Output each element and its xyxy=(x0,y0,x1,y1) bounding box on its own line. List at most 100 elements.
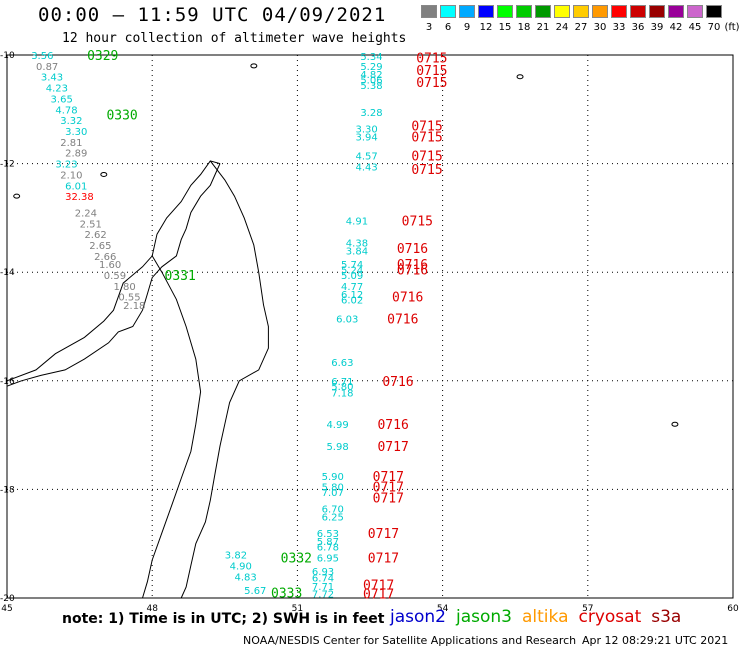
swh-value-label: 5.87 xyxy=(317,537,339,548)
swh-value-label: 5.06 xyxy=(360,75,382,86)
lon-tick-label: 48 xyxy=(146,604,158,614)
swh-value-label: 2.66 xyxy=(94,252,116,263)
generated-timestamp: Apr 12 08:29:21 UTC 2021 xyxy=(582,634,729,647)
legend-swatch xyxy=(649,5,665,18)
swh-value-label: 0.87 xyxy=(36,62,58,73)
swh-value-label: 5.90 xyxy=(322,472,344,483)
swh-value-label: 2.65 xyxy=(89,241,111,252)
swh-value-label: 2.10 xyxy=(60,170,82,181)
swh-value-label: 2.18 xyxy=(123,301,145,312)
swh-value-label: 6.12 xyxy=(341,290,363,301)
time-label: 0716 xyxy=(382,375,413,390)
satellite-name: jason2 xyxy=(390,607,446,627)
swh-value-label: 1.60 xyxy=(99,260,121,271)
swh-value-label: 2.89 xyxy=(65,149,87,160)
legend-swatch xyxy=(497,5,513,18)
swh-value-label: 5.67 xyxy=(244,586,266,597)
swh-value-label: 5.29 xyxy=(360,62,382,73)
legend-swatch xyxy=(535,5,551,18)
time-label: 0716 xyxy=(397,258,428,273)
swh-value-label: 5.98 xyxy=(326,442,348,453)
legend-label: 18 xyxy=(517,22,531,33)
legend-label: 27 xyxy=(574,22,588,33)
swh-value-label: 6.01 xyxy=(65,181,87,192)
legend-label: 70 xyxy=(707,22,721,33)
swh-value-label: 6.53 xyxy=(317,529,339,540)
madagascar-west-coast xyxy=(142,255,202,599)
swh-value-label: 5.38 xyxy=(360,81,382,92)
swh-value-label: 2.24 xyxy=(75,208,97,219)
swh-value-label: 5.24 xyxy=(341,265,363,276)
legend-swatch xyxy=(592,5,608,18)
legend-label: 33 xyxy=(612,22,626,33)
time-label: 0715 xyxy=(411,149,442,164)
chart-title: 00:00 – 11:59 UTC 04/09/2021 xyxy=(38,4,387,26)
swh-value-label: 3.94 xyxy=(355,132,377,143)
legend-label: 21 xyxy=(536,22,550,33)
legend-swatch xyxy=(554,5,570,18)
swh-value-label: 4.77 xyxy=(341,282,363,293)
madagascar-east-coast xyxy=(180,160,269,599)
swh-value-label: 3.30 xyxy=(355,124,377,135)
swh-value-label: 5.80 xyxy=(322,483,344,494)
time-label: 0717 xyxy=(373,492,404,507)
credit-line: NOAA/NESDIS Center for Satellite Applica… xyxy=(243,634,577,647)
legend-label: 39 xyxy=(650,22,664,33)
swh-value-label: 3.23 xyxy=(55,160,77,171)
swh-value-label: 4.83 xyxy=(234,572,256,583)
island xyxy=(671,421,679,427)
legend-swatch xyxy=(573,5,589,18)
legend-label: 15 xyxy=(498,22,512,33)
time-label: 0715 xyxy=(416,64,447,79)
swh-value-label: 3.56 xyxy=(31,51,53,62)
chart-subtitle: 12 hour collection of altimeter wave hei… xyxy=(62,31,407,46)
legend-label: 12 xyxy=(479,22,493,33)
legend-swatch xyxy=(687,5,703,18)
swh-value-label: 3.84 xyxy=(346,246,368,257)
swh-value-label: 3.28 xyxy=(360,108,382,119)
time-label: 0717 xyxy=(368,551,399,566)
legend-swatch xyxy=(459,5,475,18)
lat-tick-label: -18 xyxy=(0,485,15,495)
swh-value-label: 2.62 xyxy=(84,230,106,241)
time-label: 0716 xyxy=(397,242,428,257)
time-label: 0717 xyxy=(373,481,404,496)
island xyxy=(250,63,258,69)
swh-value-label: 0.59 xyxy=(104,271,126,282)
coastline xyxy=(6,63,679,599)
legend-label: 24 xyxy=(555,22,569,33)
legend-swatch xyxy=(478,5,494,18)
swh-value-label: 4.99 xyxy=(326,420,348,431)
time-label: 0717 xyxy=(363,588,394,603)
time-label: 0715 xyxy=(411,163,442,178)
swh-value-label: 4.90 xyxy=(230,561,252,572)
graticule xyxy=(6,54,734,599)
swh-value-label: 6.78 xyxy=(317,542,339,553)
lat-tick-label: -12 xyxy=(0,160,15,170)
swh-value-label: 6.63 xyxy=(331,358,353,369)
swh-value-label: 7.71 xyxy=(312,582,334,593)
map-border xyxy=(6,54,734,599)
legend-swatch xyxy=(630,5,646,18)
legend-label: 6 xyxy=(444,22,452,33)
legend-swatch xyxy=(440,5,456,18)
axis-ticks: 45 48 51 54 57 60 -10 -12 -14 -16 -18 -20 xyxy=(0,51,739,614)
swh-value-label: 3.65 xyxy=(51,94,73,105)
swh-value-label: 32.38 xyxy=(65,192,94,203)
time-label: 0329 xyxy=(87,49,118,64)
lat-tick-label: -20 xyxy=(0,594,15,604)
legend-swatch xyxy=(421,5,437,18)
swh-value-label: 2.81 xyxy=(60,138,82,149)
time-label: 0717 xyxy=(377,440,408,455)
legend-label: 36 xyxy=(631,22,645,33)
time-label: 0715 xyxy=(416,76,447,91)
swh-value-label: 3.43 xyxy=(41,73,63,84)
madagascar-north-coast xyxy=(6,160,221,387)
swh-value-label: 3.32 xyxy=(60,116,82,127)
swh-value-label: 6.71 xyxy=(331,377,353,388)
satellite-legend: jason2 jason3 altika cryosat s3a xyxy=(390,607,691,627)
satellite-name: jason3 xyxy=(456,607,512,627)
swh-value-label: 7.72 xyxy=(312,590,334,601)
satellite-name: cryosat xyxy=(578,607,642,627)
